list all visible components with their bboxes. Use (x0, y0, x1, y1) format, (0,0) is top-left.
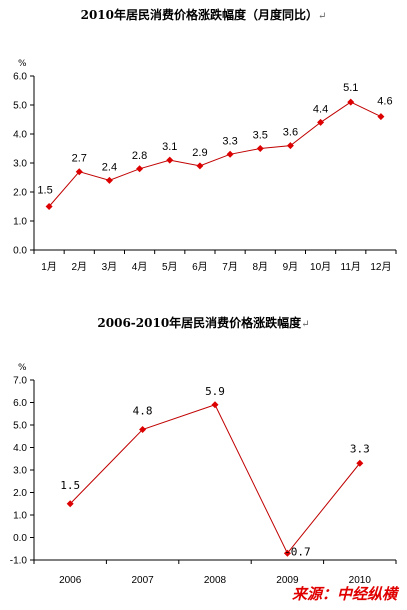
y-tick-label: 0.0 (13, 533, 27, 544)
data-label: 4.8 (133, 405, 153, 418)
y-tick-label: 1.0 (13, 511, 27, 522)
data-point (105, 176, 113, 184)
return-arrow-icon: ↵ (301, 319, 310, 330)
series-line (48, 101, 382, 207)
x-tick-label: 12月 (370, 261, 391, 273)
data-point (211, 401, 219, 409)
data-point (256, 145, 264, 152)
y-tick-label: 5.0 (13, 101, 27, 112)
data-point (226, 150, 234, 158)
x-tick-label: 9月 (283, 261, 299, 273)
x-tick-label: 3月 (102, 261, 118, 273)
data-point (66, 500, 74, 508)
data-label: 2.8 (132, 150, 147, 162)
data-point (45, 203, 53, 210)
data-label: 2.4 (102, 161, 117, 173)
series-line (69, 404, 361, 555)
y-tick-label: 2.0 (13, 488, 27, 499)
x-tick-label: 8月 (252, 261, 268, 273)
data-point (75, 168, 83, 176)
data-label: 3.5 (253, 130, 268, 142)
data-label: 4.6 (377, 96, 392, 108)
y-tick-label: 4.0 (13, 130, 27, 141)
data-point (356, 459, 364, 467)
y-tick-label: 1.0 (13, 217, 27, 228)
chart1-plot: % 0.0 1.0 2.0 3.0 4.0 5.0 6.0 1月 2月 3月 4月 5月 6月 7月 8月 9月… (13, 59, 397, 273)
y-tick-label: 6.0 (13, 398, 27, 409)
y-tick-label: 5.0 (13, 421, 27, 432)
data-point (139, 426, 147, 433)
data-point (377, 113, 385, 121)
y-unit-label: % (18, 363, 27, 373)
return-arrow-icon: ↵ (318, 11, 327, 22)
data-label: 4.4 (313, 103, 328, 115)
data-label: 3.3 (350, 442, 370, 455)
chart1-title: 2010年居民消费价格涨跌幅度（月度同比）↵ (80, 8, 327, 22)
x-tick-label: 5月 (162, 261, 178, 273)
data-label: 5.1 (343, 82, 358, 94)
y-tick-label: 3.0 (13, 466, 27, 477)
data-point (317, 118, 325, 126)
x-tick-label: 2010 (349, 575, 372, 586)
x-tick-label: 1月 (41, 261, 57, 273)
y-tick-label: 7.0 (13, 376, 27, 387)
data-label: -0.7 (284, 545, 311, 558)
x-tick-label: 2月 (71, 261, 87, 273)
data-point (347, 98, 355, 106)
chart2-plot: % -1.0 0.0 1.0 2.0 3.0 4.0 5.0 6.0 7.0 2006 2007 200… (10, 363, 397, 586)
x-tick-label: 2006 (59, 575, 82, 586)
source-label: 来源：中经纵横 (291, 585, 397, 603)
y-tick-label: 6.0 (13, 72, 27, 83)
x-tick-label: 2008 (204, 575, 227, 586)
data-point (196, 162, 204, 170)
data-label: 5.9 (205, 385, 225, 398)
data-label: 1.5 (37, 185, 52, 197)
data-label: 3.3 (222, 135, 237, 147)
x-tick-label: 11月 (341, 261, 361, 273)
x-tick-label: 6月 (192, 261, 208, 273)
x-tick-label: 4月 (132, 261, 148, 273)
data-label: 2.9 (192, 147, 207, 159)
y-tick-label: 4.0 (13, 443, 27, 454)
y-tick-label: -1.0 (10, 556, 28, 567)
data-point (166, 156, 174, 164)
data-point (283, 549, 291, 557)
y-tick-label: 2.0 (13, 188, 27, 199)
x-tick-label: 10月 (310, 261, 331, 273)
data-label: 3.1 (162, 141, 177, 153)
y-tick-label: 3.0 (13, 159, 27, 170)
x-tick-label: 2007 (131, 575, 154, 586)
chart2-title: 2006-2010年居民消费价格涨跌幅度↵ (97, 316, 310, 330)
data-point (136, 165, 144, 173)
data-label: 2.7 (72, 153, 87, 165)
x-tick-label: 2009 (276, 575, 299, 586)
data-label: 3.6 (283, 127, 298, 139)
y-unit-label: % (18, 59, 27, 69)
y-tick-label: 0.0 (13, 246, 27, 257)
x-tick-label: 7月 (222, 261, 238, 273)
data-label: 1.5 (60, 479, 80, 492)
data-point (286, 142, 294, 150)
